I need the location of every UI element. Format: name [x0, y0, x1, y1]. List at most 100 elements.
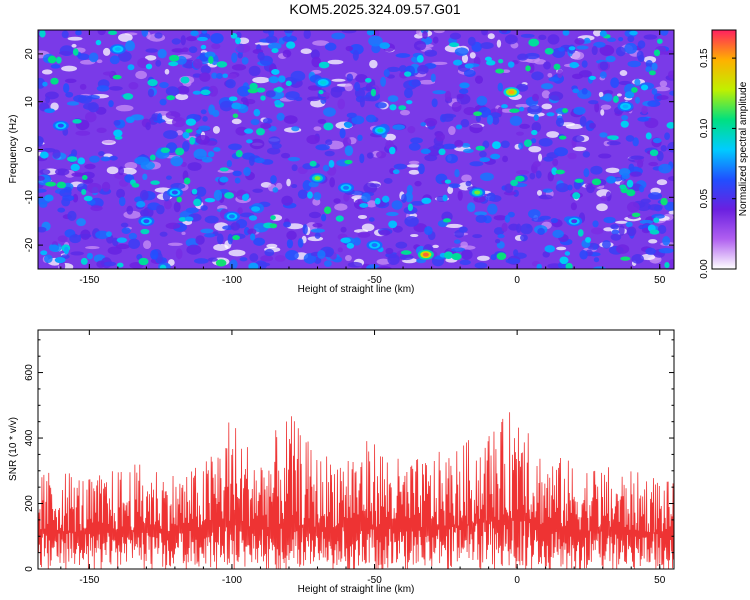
heatmap-noise-blob [282, 49, 292, 58]
heatmap-noise-peak [145, 63, 153, 70]
heatmap-noise-blob [331, 32, 346, 40]
heatmap-noise-blob [570, 202, 577, 211]
heatmap-noise-blob [418, 163, 425, 175]
heatmap-noise-blob [567, 184, 573, 191]
heatmap-noise-blob [324, 150, 335, 157]
heatmap-noise-blob [314, 232, 321, 239]
heatmap-noise-blob [550, 217, 559, 224]
heatmap-background-texture [615, 220, 628, 224]
heatmap-noise-peak [247, 88, 258, 94]
heatmap-noise-blob [378, 229, 391, 236]
heatmap-noise-blob [593, 41, 606, 48]
heatmap-noise-blob [193, 148, 207, 160]
heatmap-noise-peak [606, 175, 617, 184]
heatmap-background-texture [619, 70, 628, 77]
heatmap-noise-blob [406, 184, 413, 195]
heatmap-noise-blob [72, 193, 79, 203]
heatmap-noise-blob [376, 266, 392, 269]
heatmap-noise-blob [535, 170, 542, 179]
heatmap-noise-peak [125, 116, 135, 124]
heatmap-noise-blob [84, 163, 96, 170]
heatmap-noise-peak [271, 48, 279, 54]
heatmap-noise-blob [475, 214, 487, 223]
heatmap-noise-blob [424, 118, 438, 127]
heatmap-noise-peak [407, 203, 413, 212]
heatmap-background-texture [344, 255, 352, 262]
heatmap-background-texture [67, 36, 83, 41]
heatmap-noise-blob [142, 173, 148, 181]
heatmap-noise-peak [558, 135, 567, 140]
heatmap-noise-blob [145, 48, 159, 53]
heatmap-noise-peak [136, 201, 146, 208]
heatmap-noise-peak [613, 95, 619, 103]
heatmap-noise-blob [648, 192, 662, 200]
heatmap-background-texture [164, 68, 170, 75]
heatmap-noise-peak [271, 68, 280, 75]
heatmap-noise-blob [610, 233, 622, 241]
heatmap-background-texture [476, 255, 490, 261]
heatmap-background-texture [71, 43, 77, 48]
heatmap-noise-blob [660, 145, 667, 152]
heatmap-noise-peak [178, 217, 187, 222]
heatmap-noise-blob [207, 257, 218, 262]
heatmap-noise-peak [70, 163, 80, 172]
heatmap-noise-blob [286, 230, 297, 240]
heatmap-noise-blob [502, 155, 508, 163]
heatmap-noise-peak [45, 181, 57, 187]
heatmap-noise-blob [80, 229, 91, 240]
heatmap-noise-blob [634, 78, 641, 87]
heatmap-noise-blob [172, 117, 186, 128]
heatmap-peak [320, 80, 327, 85]
heatmap-noise-peak [562, 30, 570, 36]
heatmap-noise-peak [72, 119, 82, 124]
colorbar: 0.00 0.05 0.10 0.15 Normalized spectral amp… [699, 29, 749, 279]
heatmap-noise-blob [84, 111, 97, 123]
heatmap-noise-peak [620, 256, 631, 261]
heatmap-noise-peak [40, 250, 48, 256]
heatmap-noise-blob [457, 190, 463, 201]
heatmap-background-texture [384, 133, 396, 141]
heatmap-noise-blob [600, 195, 608, 202]
heatmap-peak [474, 190, 481, 195]
heatmap-noise-blob [61, 30, 69, 39]
heatmap-noise-peak [388, 146, 396, 155]
heatmap-background-texture [616, 93, 622, 97]
heatmap-noise-blob [368, 217, 375, 222]
heatmap-noise-blob [57, 207, 66, 213]
heatmap-background-texture [448, 126, 456, 136]
heatmap-noise-blob [39, 169, 51, 175]
heatmap-noise-blob [497, 234, 505, 239]
heatmap-noise-peak [269, 223, 278, 229]
heatmap-background-texture [175, 93, 189, 101]
heatmap-noise-blob [479, 150, 487, 158]
heatmap-noise-blob [651, 88, 658, 95]
heatmap-noise-blob [339, 127, 346, 139]
heatmap-noise-peak [664, 261, 670, 269]
heatmap-noise-blob [346, 73, 354, 82]
heatmap-background-texture [496, 39, 502, 48]
heatmap-noise-blob [70, 251, 84, 256]
heatmap-noise-peak [207, 151, 215, 158]
heatmap-background-texture [102, 47, 111, 56]
heatmap-noise-blob [461, 142, 471, 148]
heatmap-noise-blob [201, 30, 208, 34]
heatmap-noise-blob [321, 213, 327, 222]
heatmap-noise-peak [149, 154, 156, 161]
heatmap-noise-blob [383, 69, 390, 78]
heatmap-background-texture [376, 258, 391, 265]
heatmap-noise-peak [67, 156, 78, 162]
heatmap-noise-peak [453, 59, 463, 66]
heatmap-background-texture [431, 61, 448, 65]
heatmap-noise-peak [568, 46, 576, 51]
heatmap-noise-blob [141, 30, 149, 37]
heatmap-noise-blob [126, 205, 134, 215]
heatmap-noise-peak [250, 233, 256, 241]
heatmap-noise-peak [72, 48, 79, 56]
heatmap-y-axis-label: Frequency (Hz) [8, 115, 19, 184]
heatmap-noise-blob [529, 172, 536, 180]
heatmap-noise-blob [424, 226, 433, 236]
heatmap-noise-peak [531, 129, 538, 136]
heatmap-noise-peak [54, 257, 66, 264]
heatmap-noise-peak [107, 30, 118, 36]
